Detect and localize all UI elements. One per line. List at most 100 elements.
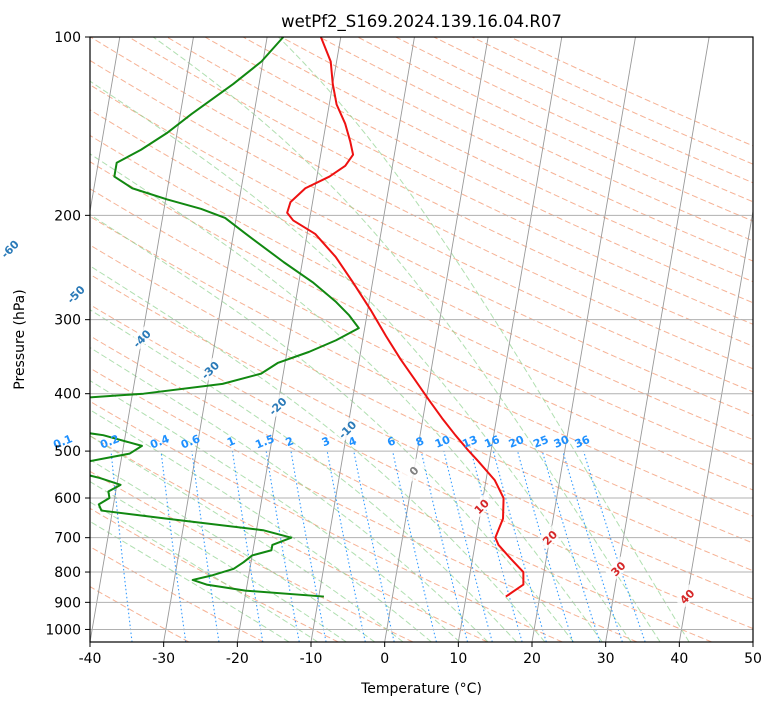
skewed-isotherm (605, 37, 710, 642)
dry-adiabat (90, 161, 753, 491)
x-tick-label: 40 (670, 651, 688, 667)
dry-adiabat (281, 37, 753, 262)
mixing-ratio-label: 25 (531, 433, 550, 451)
isotherm-label-bg (605, 556, 631, 581)
y-tick-label: 900 (54, 595, 81, 611)
y-tick-label: 800 (54, 565, 81, 581)
skewed-isotherm (384, 37, 489, 642)
x-tick-label: -40 (79, 651, 102, 667)
mixing-ratio-label: 2 (284, 434, 296, 449)
skewed-isotherm (163, 37, 268, 642)
mixing-ratio-line (562, 450, 623, 642)
dry-adiabat (90, 400, 563, 642)
isotherm-label-bg (0, 236, 22, 262)
isotherm-label-bg (129, 325, 154, 351)
x-tick-label: 10 (449, 651, 467, 667)
dry-adiabat (90, 59, 753, 393)
mixing-ratio-line (492, 450, 547, 642)
isotherm-label-bg (537, 524, 562, 550)
y-tick-label: 200 (54, 208, 81, 224)
dry-adiabat (90, 335, 712, 642)
x-tick-label: 30 (597, 651, 615, 667)
isotherm-label-bg (334, 416, 360, 442)
mixing-ratio-label: 8 (414, 434, 426, 449)
x-tick-label: 50 (744, 651, 762, 667)
moist-adiabat (90, 459, 376, 642)
moist-adiabat (90, 265, 546, 642)
mixing-ratio-line (191, 451, 220, 642)
mixing-ratio-label: 13 (460, 433, 479, 451)
dry-adiabat (90, 37, 753, 370)
moist-adiabat (90, 153, 603, 642)
dry-adiabat (90, 244, 753, 572)
moist-adiabat (90, 481, 347, 642)
moist-adiabat (152, 37, 661, 642)
mixing-ratio-label: 1 (225, 434, 237, 449)
profile-lines (90, 37, 525, 598)
mixing-ratio-line (110, 451, 133, 642)
background-lines (90, 37, 753, 642)
y-tick-label: 400 (54, 387, 81, 403)
y-tick-label: 100 (54, 30, 81, 46)
isopleth-labels: 0.10.20.40.611.52346810131620253036-100-… (0, 236, 700, 609)
mixing-ratio-label: 16 (483, 433, 502, 451)
x-tick-label: -20 (226, 651, 249, 667)
x-tick-label: 0 (380, 651, 389, 667)
dry-adiabat (90, 215, 753, 544)
temperature-profile-line (286, 37, 525, 598)
skewed-isotherm (678, 208, 753, 642)
dewpoint-profile-line (90, 37, 360, 598)
moist-adiabat (90, 380, 461, 642)
mixing-ratio-line (160, 451, 187, 642)
y-tick-label: 500 (54, 444, 81, 460)
dry-adiabat (433, 37, 753, 184)
isotherm-label-bg (264, 393, 290, 419)
mixing-ratio-line (470, 450, 523, 642)
x-tick-label: -10 (300, 651, 323, 667)
plot-frame (89, 36, 754, 643)
x-tick-label: -30 (152, 651, 175, 667)
y-axis-title: Pressure (hPa) (12, 289, 28, 389)
mixing-ratio-line (420, 450, 469, 642)
mixing-ratio-line (541, 450, 601, 642)
moist-adiabat (90, 346, 489, 642)
moist-adiabat (278, 37, 690, 642)
dry-adiabat (357, 37, 753, 222)
axes: -40 -30 -20 -10 0 10 20 30 40 50 100 200 300 400 500 60… (45, 30, 762, 667)
dry-adiabat (242, 37, 753, 283)
pressure-gridlines (90, 37, 753, 630)
dry-adiabat (471, 37, 753, 165)
x-axis-title: Temperature (°C) (360, 681, 482, 697)
isotherm-label-bg (63, 281, 88, 307)
mixing-ratio-line (583, 450, 646, 642)
dry-adiabat (90, 367, 638, 642)
dry-adiabat (90, 84, 753, 417)
mixing-ratio-label: 10 (433, 433, 452, 451)
isotherm-label-bg (197, 357, 223, 383)
mixing-ratio-line (353, 450, 395, 642)
dry-adiabat (90, 273, 753, 600)
dry-adiabat (128, 37, 753, 347)
y-tick-label: 600 (54, 491, 81, 507)
moist-adiabat (90, 409, 432, 642)
isotherm-label-bg (401, 458, 426, 483)
mixing-ratio-line (443, 450, 493, 642)
moist-adiabat (90, 213, 574, 642)
mixing-ratio-label: 20 (507, 433, 526, 451)
y-tick-label: 1000 (45, 622, 81, 638)
dry-adiabat (90, 109, 753, 441)
skewed-isotherm (236, 37, 342, 642)
skewed-isotherm (457, 37, 563, 642)
skewed-isotherm (310, 37, 415, 642)
y-tick-label: 700 (54, 531, 81, 547)
skewed-isotherm (90, 37, 121, 214)
x-tick-label: 20 (523, 651, 541, 667)
mixing-ratio-label: 30 (552, 433, 571, 451)
mixing-ratio-line (326, 450, 366, 642)
mixing-ratio-line (517, 450, 574, 642)
dry-adiabat (90, 134, 753, 466)
isotherm-label-bg (674, 583, 700, 609)
